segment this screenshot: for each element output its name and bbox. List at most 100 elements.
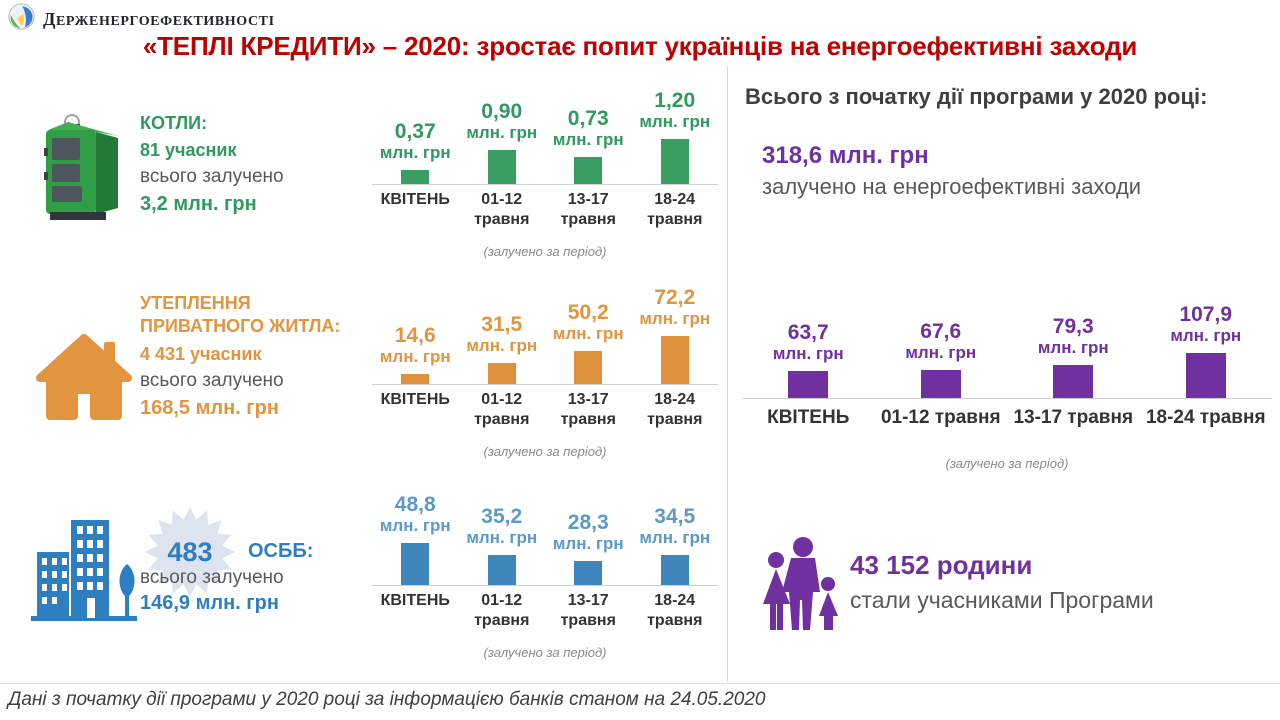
footer-divider [0,683,1280,684]
boilers-raised-label: всього залучено [140,166,284,188]
category-label: 13-17 травня [560,191,616,228]
chart-column: 0,73 млн. грн [545,106,632,184]
category-label: 18-24 травня [647,191,703,228]
chart-plot-area: 63,7 млн. грн 67,6 млн. грн 79,3 млн. грн 107,… [742,285,1272,399]
sphere-logo-icon [8,3,35,35]
category-label: 13-17 травня [560,592,616,629]
bar-value-label: 72,2 млн. грн [639,285,711,328]
category-label: КВІТЕНЬ [380,592,450,609]
bar [920,370,961,398]
chart-column: 63,7 млн. грн [742,320,875,398]
bar [788,371,829,398]
bar-value-label: 79,3 млн. грн [1037,314,1109,357]
families-caption: стали учасниками Програми [850,587,1154,613]
osbb-raised-value: 146,9 млн. грн [140,592,279,614]
boilers-raised-value: 3,2 млн. грн [140,193,257,216]
boilers-summary: КОТЛИ: 81 учасник всього залучено 3,2 мл… [140,112,370,216]
chart-column: 72,2 млн. грн [632,285,719,384]
bar-value-label: 34,5 млн. грн [639,504,711,547]
insulation-summary: УТЕПЛЕННЯ ПРИВАТНОГО ЖИТЛА: 4 431 учасни… [140,292,390,420]
boilers-chart: 0,37 млн. грн 0,90 млн. грн 0,73 млн. грн 1,20… [372,83,718,259]
bar [401,374,430,384]
bar-value-label: 67,6 млн. грн [905,319,977,362]
bar [487,363,516,384]
category-label: 01-12 травня [880,407,1001,428]
house-icon [28,328,140,426]
bar [401,170,430,184]
vertical-divider [727,66,728,682]
category-label: 13-17 травня [560,391,616,428]
chart-category-axis: КВІТЕНЬ 01-12 травня 13-17 травня 18-24 травня [372,385,718,430]
boilers-title: КОТЛИ: [140,113,208,133]
bar [574,351,603,384]
chart-category-axis: КВІТЕНЬ 01-12 травня 13-17 травня 18-24 травня [372,185,718,230]
bar [660,336,689,384]
bar-value-label: 48,8 млн. грн [379,492,451,535]
insulation-raised-label: всього залучено [140,369,284,391]
bar [574,561,603,585]
category-label: 18-24 травня [647,391,703,428]
agency-logo: ДЕРЖЕНЕРГОЕФЕКТИВНОСТІ [8,3,275,35]
chart-column: 50,2 млн. грн [545,300,632,384]
bar-value-label: 63,7 млн. грн [772,320,844,363]
category-label: 01-12 травня [474,191,530,228]
chart-category-axis: КВІТЕНЬ 01-12 травня 13-17 травня 18-24 тра… [742,399,1272,430]
category-label: 13-17 травня [1013,407,1134,428]
insulation-raised-value: 168,5 млн. грн [140,396,279,419]
chart-column: 34,5 млн. грн [632,504,719,585]
osbb-count: 483 [167,536,213,567]
chart-column: 79,3 млн. грн [1007,314,1140,398]
category-label: КВІТЕНЬ [767,407,850,428]
chart-caption: (залучено за період) [483,244,607,259]
chart-column: 107,9 млн. грн [1140,302,1273,398]
chart-column: 14,6 млн. грн [372,323,459,384]
category-label: 18-24 травня [647,592,703,629]
category-label: КВІТЕНЬ [380,191,450,208]
footer-note: Дані з початку дії програми у 2020 році … [8,689,766,710]
osbb-chart: 48,8 млн. грн 35,2 млн. грн 28,3 млн. грн 34,5… [372,484,718,660]
bar-value-label: 31,5 млн. грн [466,312,538,355]
bar-value-label: 50,2 млн. грн [552,300,624,343]
insulation-chart: 14,6 млн. грн 31,5 млн. грн 50,2 млн. грн 72,2… [372,283,718,459]
chart-plot-area: 48,8 млн. грн 35,2 млн. грн 28,3 млн. грн 34,5… [372,484,718,586]
chart-column: 1,20 млн. грн [632,88,719,184]
insulation-title-line2: ПРИВАТНОГО ЖИТЛА: [140,316,341,337]
agency-name: ДЕРЖЕНЕРГОЕФЕКТИВНОСТІ [43,8,275,29]
boiler-icon [30,110,136,228]
bar [660,139,689,184]
chart-plot-area: 0,37 млн. грн 0,90 млн. грн 0,73 млн. грн 1,20… [372,83,718,185]
bar [487,555,516,585]
osbb-title: ОСББ: [248,540,314,562]
bar [1185,353,1226,398]
bar-value-label: 0,90 млн. грн [466,99,538,142]
category-label: 01-12 травня [474,592,530,629]
bar [1053,365,1094,398]
bar-value-label: 35,2 млн. грн [466,504,538,547]
chart-category-axis: КВІТЕНЬ 01-12 травня 13-17 травня 18-24 травня [372,586,718,631]
totals-heading: Всього з початку дії програми у 2020 роц… [745,84,1208,109]
families-count: 43 152 родини [850,550,1033,580]
buildings-icon [25,500,145,626]
osbb-raised-label: всього залучено [140,567,284,588]
bar-value-label: 0,73 млн. грн [552,106,624,149]
bar [660,555,689,585]
insulation-title-line1: УТЕПЛЕННЯ [140,293,251,313]
chart-column: 48,8 млн. грн [372,492,459,585]
category-label: 01-12 травня [474,391,530,428]
bar-value-label: 28,3 млн. грн [552,510,624,553]
bar-value-label: 14,6 млн. грн [379,323,451,366]
chart-caption: (залучено за період) [945,455,1069,471]
chart-column: 28,3 млн. грн [545,510,632,585]
boilers-participants: 81 учасник [140,140,237,161]
page-title: «ТЕПЛІ КРЕДИТИ» – 2020: зростає попит ук… [142,31,1138,61]
bar-value-label: 107,9 млн. грн [1170,302,1242,345]
chart-column: 31,5 млн. грн [459,312,546,384]
bar [574,157,603,184]
chart-plot-area: 14,6 млн. грн 31,5 млн. грн 50,2 млн. грн 72,2… [372,283,718,385]
chart-column: 35,2 млн. грн [459,504,546,585]
category-label: 18-24 травня [1145,407,1266,428]
chart-column: 0,37 млн. грн [372,120,459,184]
bar [401,543,430,585]
bar-value-label: 1,20 млн. грн [639,88,711,131]
total-amount: 318,6 млн. грн [762,142,929,169]
